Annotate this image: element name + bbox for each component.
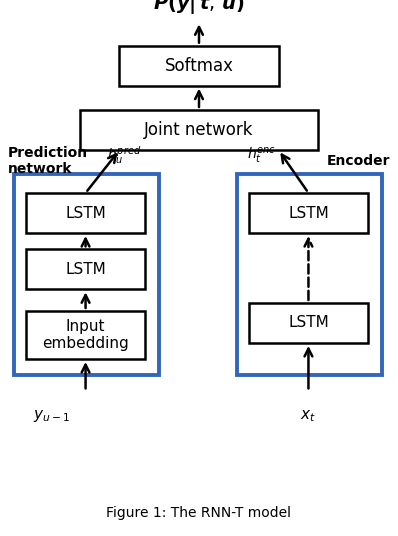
FancyBboxPatch shape	[26, 311, 145, 359]
Text: Joint network: Joint network	[144, 121, 254, 139]
FancyBboxPatch shape	[119, 46, 279, 86]
Text: $\boldsymbol{P(y|\,t,\,u)}$: $\boldsymbol{P(y|\,t,\,u)}$	[153, 0, 245, 16]
Text: LSTM: LSTM	[65, 262, 106, 277]
Text: Prediction
network: Prediction network	[8, 146, 88, 176]
Text: Figure 1: The RNN-T model: Figure 1: The RNN-T model	[107, 506, 291, 520]
Text: Input
embedding: Input embedding	[42, 319, 129, 351]
Text: $\boldsymbol{y_{u-1}}$: $\boldsymbol{y_{u-1}}$	[33, 408, 70, 425]
FancyBboxPatch shape	[26, 249, 145, 289]
FancyBboxPatch shape	[249, 193, 368, 233]
Text: LSTM: LSTM	[65, 206, 106, 220]
Text: LSTM: LSTM	[288, 316, 329, 330]
Text: $\boldsymbol{h_u^{pred}}$: $\boldsymbol{h_u^{pred}}$	[107, 144, 142, 166]
Text: $\boldsymbol{x_t}$: $\boldsymbol{x_t}$	[300, 408, 316, 424]
Text: Encoder: Encoder	[326, 154, 390, 168]
FancyBboxPatch shape	[249, 303, 368, 343]
Text: $\boldsymbol{h_t^{enc}}$: $\boldsymbol{h_t^{enc}}$	[247, 146, 276, 166]
Text: LSTM: LSTM	[288, 206, 329, 220]
FancyBboxPatch shape	[26, 193, 145, 233]
FancyBboxPatch shape	[80, 110, 318, 150]
Text: Softmax: Softmax	[164, 57, 234, 75]
